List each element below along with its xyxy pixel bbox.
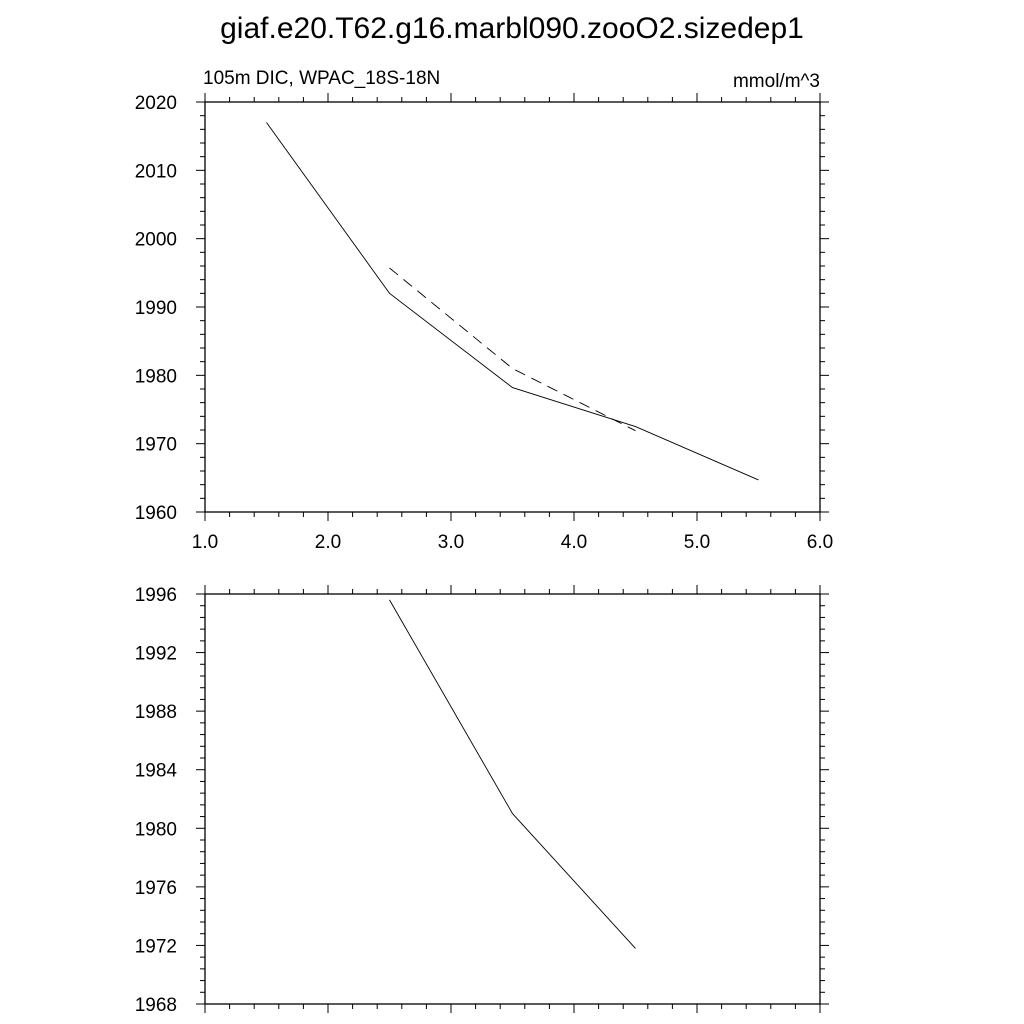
solid-series-line — [389, 599, 636, 949]
x-tick-label: 5.0 — [684, 532, 710, 553]
y-tick-label: 1976 — [135, 878, 177, 899]
y-tick-label: 1972 — [135, 936, 177, 957]
y-tick-label: 1960 — [135, 503, 177, 524]
left-string: 105m DIC, WPAC_18S-18N — [203, 68, 440, 89]
y-tick-label: 2010 — [135, 161, 177, 182]
y-tick-label: 1992 — [135, 644, 177, 665]
y-tick-label: 1970 — [135, 435, 177, 456]
x-tick-label: 1.0 — [192, 532, 218, 553]
x-tick-label: 2.0 — [315, 532, 341, 553]
main-title: giaf.e20.T62.g16.marbl090.zooO2.sizedep1 — [220, 12, 804, 45]
y-tick-label: 2020 — [135, 93, 177, 114]
y-tick-label: 1996 — [135, 585, 177, 606]
y-tick-label: 1984 — [135, 761, 178, 782]
x-tick-label: 3.0 — [438, 532, 464, 553]
y-tick-label: 1980 — [135, 366, 177, 387]
y-tick-label: 1990 — [135, 298, 177, 319]
top-panel: 1.0 2.0 3.0 4.0 5.0 6.0 1960 1970 1980 1990 2000 20… — [135, 93, 833, 553]
x-tick-label: 6.0 — [807, 532, 833, 553]
bottom-panel: 1968 1972 1976 1980 1984 1988 1992 1996 — [135, 585, 829, 1016]
x-tick-label: 4.0 — [561, 532, 587, 553]
solid-series-line — [266, 122, 759, 481]
dashed-series-line — [389, 267, 636, 432]
y-tick-label: 1968 — [135, 995, 177, 1016]
y-tick-label: 1980 — [135, 819, 177, 840]
plot-frame — [204, 101, 821, 513]
plot-frame — [204, 593, 821, 1005]
units-string: mmol/m^3 — [733, 71, 820, 92]
y-tick-label: 2000 — [135, 230, 177, 251]
y-tick-label: 1988 — [135, 702, 177, 723]
